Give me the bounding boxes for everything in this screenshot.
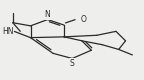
Text: HN: HN <box>2 27 13 36</box>
Text: S: S <box>70 59 75 68</box>
Text: N: N <box>45 10 51 19</box>
Text: O: O <box>80 15 86 24</box>
